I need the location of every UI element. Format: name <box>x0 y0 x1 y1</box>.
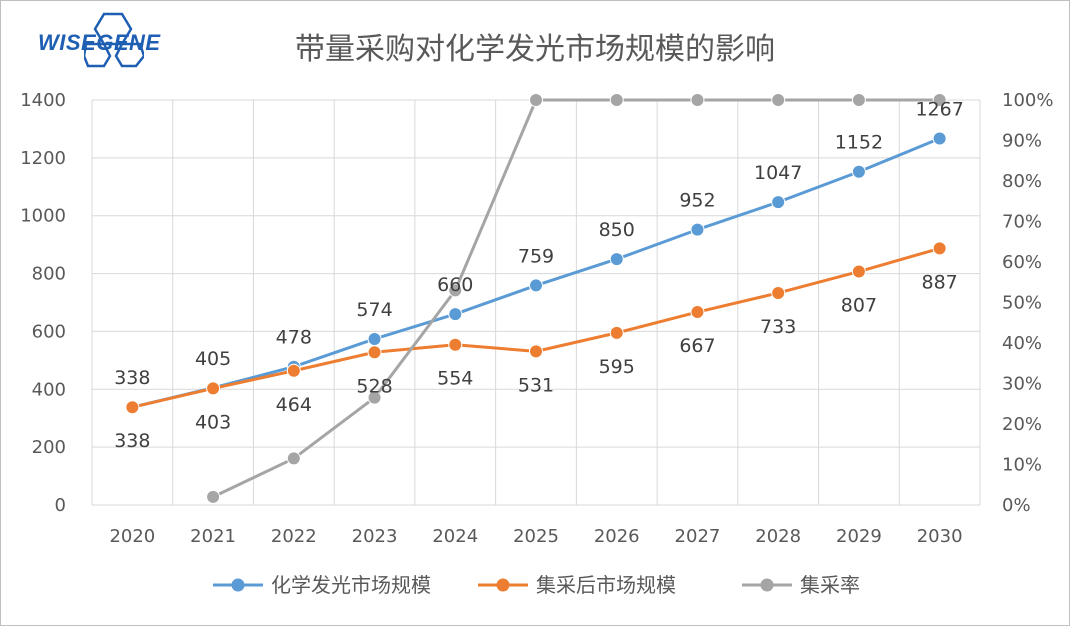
x-tick-label: 2024 <box>432 526 478 547</box>
x-tick-label: 2030 <box>917 526 963 547</box>
series-point-1 <box>771 285 786 300</box>
y-left-tick-label: 600 <box>32 321 66 342</box>
logo-text: WISEGENE <box>38 30 161 55</box>
legend-marker <box>760 578 774 592</box>
x-tick-label: 2020 <box>109 526 155 547</box>
y-right-tick-label: 90% <box>1002 131 1042 152</box>
x-tick-label: 2025 <box>513 526 559 547</box>
x-tick-label: 2022 <box>271 526 317 547</box>
y-right-tick-label: 0% <box>1002 495 1031 516</box>
series-point-2 <box>609 93 624 107</box>
legend-marker <box>496 578 510 592</box>
series-point-1 <box>609 325 624 340</box>
data-label: 338 <box>114 430 150 452</box>
data-label: 531 <box>518 374 554 396</box>
series-point-1 <box>851 264 866 279</box>
legend-label: 集采后市场规模 <box>536 573 676 597</box>
data-label: 660 <box>437 274 473 296</box>
data-label: 667 <box>679 335 715 357</box>
series-point-2 <box>448 283 463 298</box>
y-right-tick-label: 60% <box>1002 252 1042 273</box>
series-point-1 <box>529 344 543 359</box>
series-point-1 <box>367 345 382 360</box>
series-point-0 <box>932 131 947 146</box>
y-left-tick-label: 1200 <box>20 148 66 169</box>
data-label: 807 <box>841 295 877 317</box>
data-label: 850 <box>599 219 635 241</box>
legend-marker <box>231 578 245 592</box>
y-left-tick-label: 400 <box>32 379 66 400</box>
data-label: 405 <box>195 348 231 370</box>
series-point-0 <box>771 195 786 210</box>
data-label: 464 <box>276 394 312 416</box>
series-point-1 <box>690 305 705 320</box>
series-point-1 <box>206 381 221 396</box>
series-point-0 <box>851 164 866 179</box>
x-tick-label: 2027 <box>675 526 721 547</box>
data-label: 574 <box>356 299 392 321</box>
chart-title: 带量采购对化学发光市场规模的影响 <box>295 32 775 67</box>
series-point-2 <box>367 390 382 405</box>
legend-label: 集采率 <box>800 573 860 597</box>
y-right-tick-label: 30% <box>1002 374 1042 395</box>
data-label: 887 <box>922 271 958 293</box>
data-label: 1152 <box>835 132 883 154</box>
data-label: 1267 <box>915 98 963 120</box>
x-tick-label: 2028 <box>755 526 801 547</box>
data-label: 403 <box>195 411 231 433</box>
series-line-2 <box>212 98 940 499</box>
series-point-0 <box>690 222 705 237</box>
data-label: 952 <box>679 190 715 212</box>
series-point-1 <box>125 400 140 415</box>
data-label: 1047 <box>754 162 802 184</box>
x-tick-label: 2026 <box>594 526 640 547</box>
y-right-tick-label: 100% <box>1002 90 1053 111</box>
y-right-tick-label: 40% <box>1002 333 1042 354</box>
series-point-2 <box>206 489 221 504</box>
y-left-tick-label: 800 <box>32 264 66 285</box>
y-right-tick-label: 70% <box>1002 212 1042 233</box>
y-right-tick-label: 50% <box>1002 293 1042 314</box>
legend-label: 化学发光市场规模 <box>271 573 431 597</box>
data-label: 733 <box>760 316 796 338</box>
y-right-tick-label: 10% <box>1002 455 1042 476</box>
data-label: 595 <box>599 356 635 378</box>
series-point-2 <box>932 93 947 107</box>
y-left-tick-label: 0 <box>55 495 66 516</box>
data-label: 554 <box>437 368 473 390</box>
data-label: 478 <box>276 327 312 349</box>
y-right-tick-label: 20% <box>1002 414 1042 435</box>
series-point-0 <box>367 331 382 346</box>
series-point-0 <box>609 252 624 267</box>
series-point-2 <box>529 93 543 107</box>
x-tick-label: 2021 <box>190 526 236 547</box>
x-tick-label: 2023 <box>352 526 398 547</box>
y-left-tick-label: 1000 <box>20 206 66 227</box>
data-label: 338 <box>114 367 150 389</box>
series-point-0 <box>448 307 463 322</box>
series-point-2 <box>771 93 786 107</box>
logo-hexagon-icon <box>84 12 144 68</box>
y-left-tick-label: 1400 <box>20 90 66 111</box>
y-left-tick-label: 200 <box>32 437 66 458</box>
series-point-1 <box>448 337 463 352</box>
series-point-1 <box>286 363 301 378</box>
series-point-2 <box>690 93 705 107</box>
series-point-2 <box>851 93 866 107</box>
x-tick-label: 2029 <box>836 526 882 547</box>
data-label: 759 <box>518 245 554 267</box>
series-point-2 <box>286 451 301 466</box>
series-point-1 <box>932 241 947 256</box>
y-right-tick-label: 80% <box>1002 171 1042 192</box>
series-point-0 <box>529 278 543 293</box>
data-label: 528 <box>356 375 392 397</box>
